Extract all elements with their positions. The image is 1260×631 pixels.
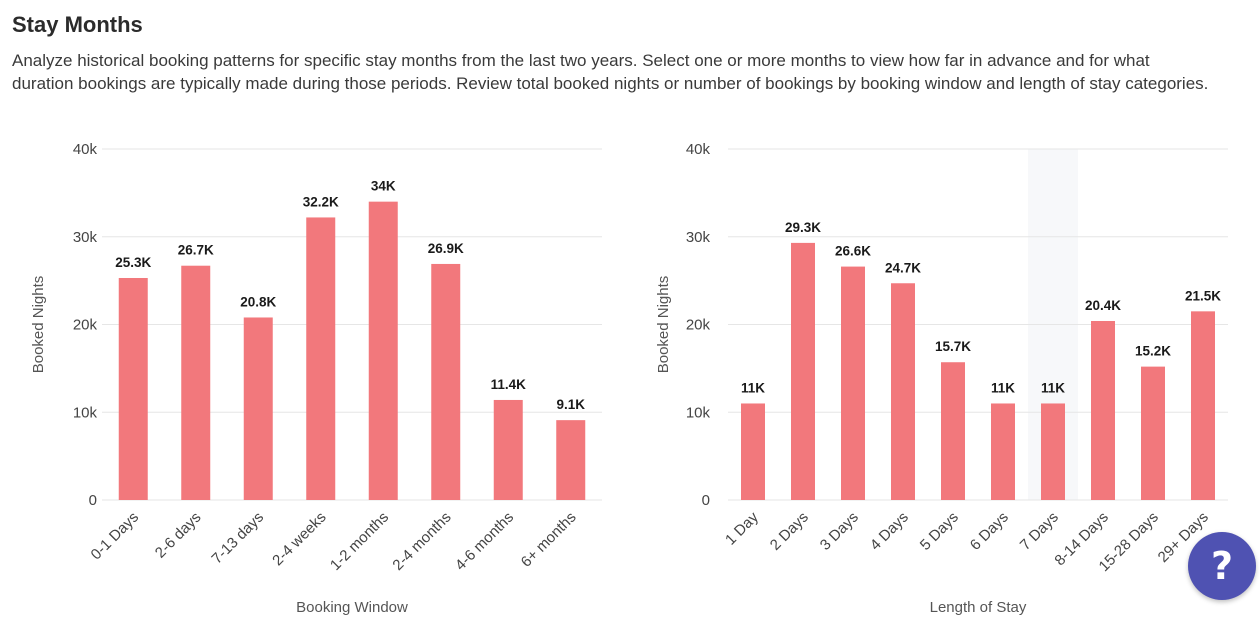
x-axis-title: Booking Window [296, 599, 408, 616]
data-label: 26.9K [428, 241, 464, 256]
page-title: Stay Months [12, 12, 143, 37]
x-tick-label: 7 Days [1017, 509, 1062, 554]
data-label: 25.3K [115, 255, 151, 270]
bar[interactable] [891, 283, 915, 500]
y-axis-title: Booked Nights [30, 276, 47, 374]
bar[interactable] [556, 420, 586, 500]
x-tick-label: 5 Days [917, 509, 962, 554]
bar[interactable] [1041, 403, 1065, 500]
bar[interactable] [741, 403, 765, 500]
data-label: 20.8K [240, 294, 276, 309]
y-tick-label: 10k [686, 404, 711, 421]
y-tick-label: 20k [73, 317, 98, 334]
data-label: 32.2K [303, 194, 339, 209]
bar[interactable] [991, 403, 1015, 500]
data-label: 29.3K [785, 220, 821, 235]
bar[interactable] [431, 263, 461, 500]
y-tick-label: 40k [686, 141, 711, 158]
x-tick-label: 4 Days [867, 509, 912, 554]
data-label: 11K [741, 380, 765, 395]
data-label: 20.4K [1085, 298, 1121, 313]
bar[interactable] [181, 265, 211, 500]
bar[interactable] [306, 217, 336, 500]
data-label: 15.2K [1135, 344, 1171, 359]
x-tick-label: 3 Days [817, 509, 862, 554]
bar[interactable] [1141, 366, 1165, 500]
help-button[interactable]: ? [1188, 532, 1256, 600]
y-tick-label: 30k [686, 229, 711, 246]
data-label: 34K [371, 179, 396, 194]
bar[interactable] [243, 317, 273, 500]
y-tick-label: 0 [89, 492, 97, 509]
y-axis-title: Booked Nights [655, 276, 672, 374]
bar[interactable] [791, 242, 815, 500]
page-description: Analyze historical booking patterns for … [12, 51, 1209, 93]
bar[interactable] [118, 277, 148, 500]
x-tick-label: 6 Days [967, 509, 1012, 554]
data-label: 21.5K [1185, 288, 1221, 303]
data-label: 15.7K [935, 339, 971, 354]
data-label: 11.4K [491, 377, 527, 392]
question-icon: ? [1210, 544, 1234, 588]
x-tick-label: 2 Days [767, 509, 812, 554]
x-tick-label: 1 Day [722, 508, 762, 548]
x-axis-title: Length of Stay [930, 599, 1027, 616]
data-label: 9.1K [556, 397, 585, 412]
data-label: 26.7K [178, 243, 214, 258]
bar[interactable] [841, 266, 865, 500]
bar[interactable] [493, 399, 523, 500]
y-tick-label: 20k [686, 317, 711, 334]
data-label: 11K [991, 380, 1015, 395]
y-tick-label: 30k [73, 229, 98, 246]
bar[interactable] [368, 201, 398, 500]
y-tick-label: 40k [73, 141, 98, 158]
bar[interactable] [941, 362, 965, 500]
y-tick-label: 10k [73, 404, 98, 421]
bar[interactable] [1091, 320, 1115, 500]
y-tick-label: 0 [702, 492, 710, 509]
data-label: 11K [1041, 380, 1065, 395]
bar[interactable] [1191, 311, 1215, 500]
data-label: 24.7K [885, 260, 921, 275]
data-label: 26.6K [835, 244, 871, 259]
